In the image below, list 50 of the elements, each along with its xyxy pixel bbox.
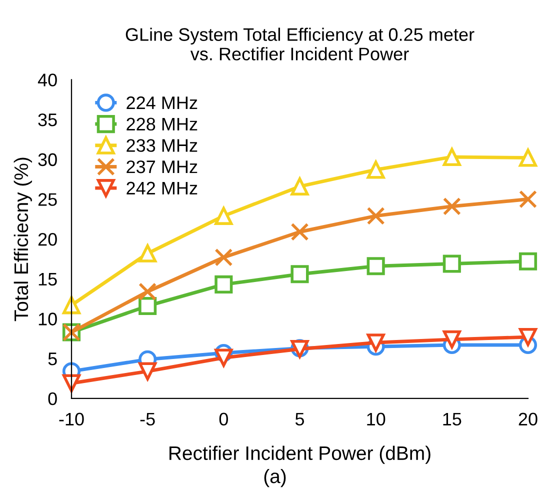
x-axis-title: Rectifier Incident Power (dBm) <box>170 446 430 464</box>
point <box>442 254 461 273</box>
y-tick-label: 40 <box>38 74 57 86</box>
legend-label: 233 MHz <box>126 139 198 152</box>
point <box>138 282 157 301</box>
point <box>518 328 538 346</box>
legend-label: 224 MHz <box>126 96 198 110</box>
y-tick-label: 0 <box>48 392 57 406</box>
chart-title: GLine System Total Efficiency at 0.25 meter vs. Rectifier Incident Power <box>126 28 474 60</box>
y-axis-title: Total Efficiecny (%) <box>14 158 32 322</box>
x-tick-label: 15 <box>443 412 462 426</box>
y-tick-label: 10 <box>38 312 57 326</box>
point <box>138 362 157 380</box>
point <box>138 296 157 315</box>
point <box>214 275 233 294</box>
text: (a) <box>264 468 286 488</box>
point <box>214 206 233 225</box>
point <box>290 177 309 196</box>
point <box>442 148 461 166</box>
point <box>62 296 81 314</box>
x-tick-label: 10 <box>367 412 386 426</box>
point <box>290 222 309 241</box>
point <box>366 160 385 179</box>
point <box>366 257 385 276</box>
x-tick-label: 0 <box>219 412 228 426</box>
y-tick-label: 30 <box>38 153 57 166</box>
legend-label: 242 MHz <box>126 182 198 194</box>
x-tick-label: 20 <box>518 412 538 426</box>
point <box>62 374 81 392</box>
point <box>290 265 309 284</box>
point <box>214 348 233 367</box>
x-tick-label: -5 <box>140 412 155 426</box>
x-tick-label: -10 <box>59 412 84 426</box>
y-tick-label: 15 <box>38 273 57 286</box>
point <box>518 190 538 208</box>
point <box>214 248 233 266</box>
point <box>518 252 538 270</box>
y-tick-label: 5 <box>48 352 57 366</box>
point <box>138 244 157 262</box>
y-tick-label: 20 <box>38 232 57 246</box>
legend-label: 237 MHz <box>126 160 198 174</box>
point <box>518 148 538 167</box>
y-tick-label: 25 <box>38 193 57 206</box>
legend-label: 228 MHz <box>126 118 198 131</box>
point <box>366 206 385 225</box>
y-tick-label: 35 <box>38 113 57 126</box>
point <box>442 330 461 348</box>
point <box>366 334 385 352</box>
point <box>442 197 461 216</box>
x-tick-label: 5 <box>295 412 304 426</box>
